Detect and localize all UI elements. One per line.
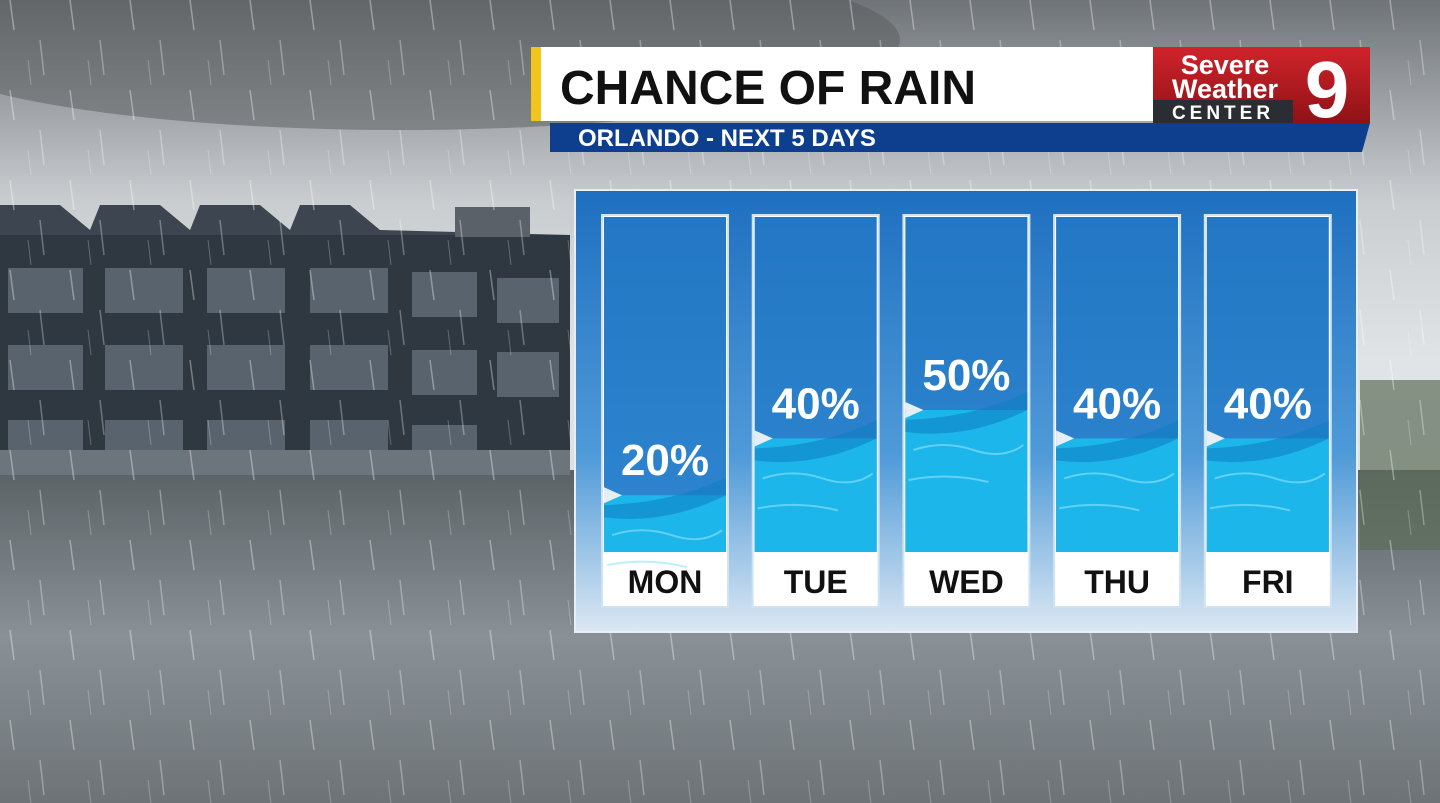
x-tick-label: WED xyxy=(929,564,1004,600)
level-marker xyxy=(905,402,924,418)
chart-subtitle: ORLANDO - NEXT 5 DAYS xyxy=(578,125,876,152)
title-box xyxy=(541,47,1153,121)
wave-highlight xyxy=(606,529,723,569)
wave-highlight xyxy=(1209,472,1326,512)
x-tick-label: FRI xyxy=(1242,564,1294,600)
x-tick-label: MON xyxy=(628,564,703,600)
level-marker xyxy=(754,430,773,447)
data-label: 50% xyxy=(922,351,1010,400)
chart-title: CHANCE OF RAIN xyxy=(560,62,976,115)
logo: Severe Weather CENTER 9 xyxy=(1153,45,1370,134)
accent-bar xyxy=(531,47,541,121)
wave-highlight xyxy=(757,472,874,512)
wave-shadow xyxy=(1206,420,1329,463)
level-marker xyxy=(1056,430,1075,447)
wave-shadow xyxy=(604,477,726,519)
wave-highlight xyxy=(908,444,1024,483)
logo-text: Severe xyxy=(1181,50,1270,80)
x-tick-label: THU xyxy=(1084,564,1150,600)
data-label: 20% xyxy=(621,436,709,485)
data-label: 40% xyxy=(1224,379,1312,428)
plot-area: 20% MON 40% TUE 50% WED 40% THU 40% FRI xyxy=(601,214,1332,608)
wave-shadow xyxy=(754,420,877,463)
x-tick-label: TUE xyxy=(784,564,848,600)
wave-highlight xyxy=(1058,472,1175,512)
level-marker xyxy=(1206,430,1225,447)
logo-text: Weather xyxy=(1172,74,1279,104)
data-label: 40% xyxy=(1073,379,1161,428)
level-marker xyxy=(604,487,622,504)
logo-number: 9 xyxy=(1305,45,1350,134)
logo-text: CENTER xyxy=(1172,103,1274,124)
subtitle-bar xyxy=(550,123,1370,152)
wave-shadow xyxy=(905,392,1028,434)
data-label: 40% xyxy=(772,379,860,428)
bar xyxy=(905,410,1028,552)
wave-shadow xyxy=(1056,420,1179,463)
logo-band xyxy=(1153,100,1293,123)
